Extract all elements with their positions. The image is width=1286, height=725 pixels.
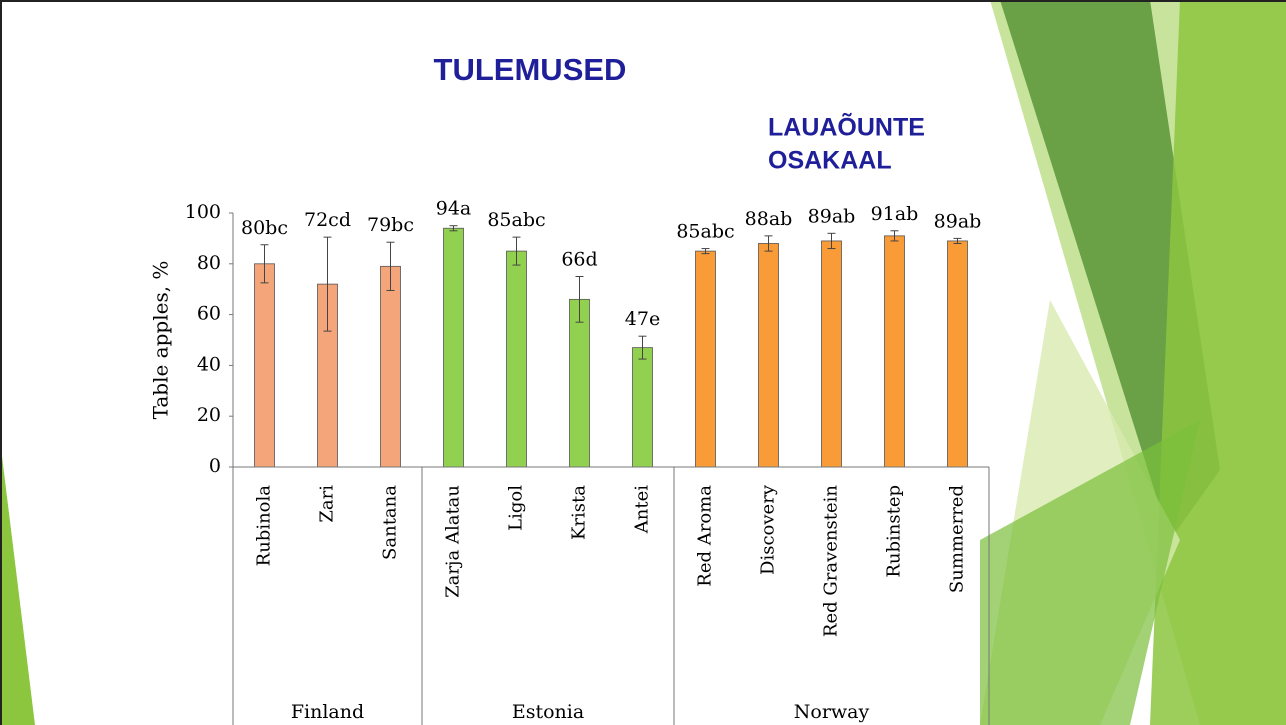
x-tick-label: Summerred <box>947 485 968 593</box>
bar <box>569 298 590 468</box>
bar <box>758 243 779 468</box>
value-label: 88ab <box>745 208 793 230</box>
bar <box>254 263 275 468</box>
group-label: Norway <box>794 701 870 723</box>
x-tick-label: Rubinola <box>254 485 275 567</box>
value-label: 85abc <box>487 209 545 231</box>
y-tick-label: 20 <box>197 404 221 426</box>
x-tick-label: Rubinstep <box>884 485 905 578</box>
y-tick-label: 100 <box>185 201 221 223</box>
x-tick-label: Ligol <box>506 485 527 531</box>
x-tick-label: Antei <box>632 485 653 534</box>
x-tick-label: Discovery <box>758 484 779 575</box>
bar <box>884 235 905 468</box>
x-tick-label: Red Gravenstein <box>821 485 842 637</box>
y-tick-label: 40 <box>197 353 221 375</box>
x-tick-label: Zari <box>317 485 338 523</box>
y-tick-label: 0 <box>209 455 221 477</box>
y-tick-label: 60 <box>197 303 221 325</box>
bar <box>947 240 968 468</box>
value-label: 72cd <box>304 209 351 231</box>
slide-title: TULEMUSED <box>434 52 627 87</box>
bar <box>821 240 842 468</box>
value-label: 80bc <box>241 217 288 239</box>
x-tick-label: Krista <box>569 485 590 540</box>
bar <box>695 250 716 468</box>
x-tick-label: Zarja Alatau <box>443 485 464 598</box>
y-tick-label: 80 <box>197 252 221 274</box>
decoration <box>0 440 35 725</box>
group-label: Estonia <box>512 701 584 723</box>
value-label: 91ab <box>871 203 919 225</box>
x-tick-label: Santana <box>380 485 401 560</box>
group-label: Finland <box>291 701 364 723</box>
value-label: 89ab <box>934 210 982 232</box>
slide-subtitle: LAUAÕUNTE <box>768 112 925 142</box>
value-label: 85abc <box>676 221 734 243</box>
slide-subtitle: OSAKAAL <box>768 147 892 175</box>
bar <box>443 227 464 468</box>
value-label: 66d <box>561 249 597 271</box>
x-tick-label: Red Aroma <box>695 485 716 587</box>
value-label: 79bc <box>367 214 414 236</box>
y-axis-label: Table apples, % <box>149 261 173 420</box>
decoration <box>980 420 1200 725</box>
value-label: 94a <box>436 198 472 220</box>
bar <box>506 250 527 468</box>
value-label: 47e <box>625 308 660 330</box>
bar <box>632 347 653 468</box>
value-label: 89ab <box>808 205 856 227</box>
bar <box>380 265 401 468</box>
decoration <box>1150 0 1286 725</box>
